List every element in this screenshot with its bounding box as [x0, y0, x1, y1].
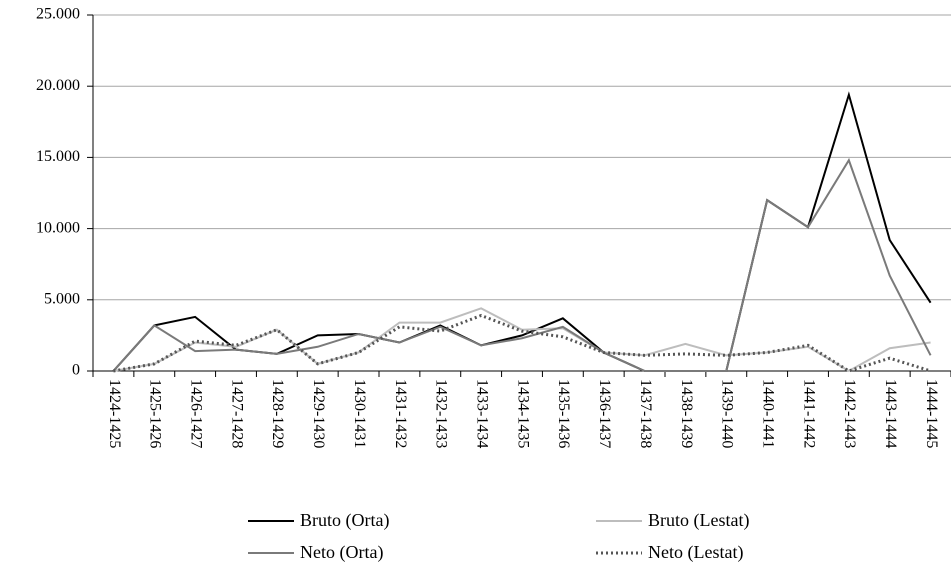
x-tick-label: 1430-1431 [351, 379, 368, 448]
y-tick-label: 10.000 [36, 219, 80, 236]
legend-label: Neto (Lestat) [648, 542, 743, 563]
x-tick-label: 1427-1428 [228, 379, 245, 448]
x-tick-label: 1442-1443 [841, 379, 858, 448]
y-tick-label: 20.000 [36, 77, 80, 94]
x-tick-label: 1441-1442 [800, 379, 817, 448]
y-tick-label: 15.000 [36, 148, 80, 165]
y-tick-label: 0 [72, 362, 80, 379]
y-tick-label: 25.000 [36, 6, 80, 23]
y-tick-label: 5.000 [44, 290, 80, 307]
x-tick-label: 1439-1440 [719, 379, 736, 448]
series-line [112, 157, 932, 372]
legend-label: Bruto (Orta) [300, 510, 389, 531]
x-tick-label: 1434-1435 [514, 379, 531, 448]
x-tick-label: 1438-1439 [678, 379, 695, 448]
legend-label: Bruto (Lestat) [648, 510, 749, 531]
series-line [113, 307, 931, 373]
series-line [113, 313, 932, 373]
x-tick-label: 1432-1433 [433, 379, 450, 448]
x-tick-label: 1433-1434 [473, 379, 490, 448]
x-tick-label: 1428-1429 [269, 379, 286, 448]
x-tick-label: 1435-1436 [555, 379, 572, 448]
x-tick-label: 1437-1438 [637, 379, 654, 448]
x-tick-label: 1425-1426 [147, 379, 164, 448]
x-tick-label: 1431-1432 [392, 379, 409, 448]
x-tick-label: 1440-1441 [759, 379, 776, 448]
x-tick-label: 1429-1430 [310, 379, 327, 448]
x-tick-label: 1443-1444 [882, 379, 899, 448]
x-tick-label: 1426-1427 [187, 379, 204, 448]
x-tick-label: 1436-1437 [596, 379, 613, 448]
legend-label: Neto (Orta) [300, 542, 383, 563]
x-tick-label: 1444-1445 [923, 379, 940, 448]
x-tick-label: 1424-1425 [106, 379, 123, 448]
